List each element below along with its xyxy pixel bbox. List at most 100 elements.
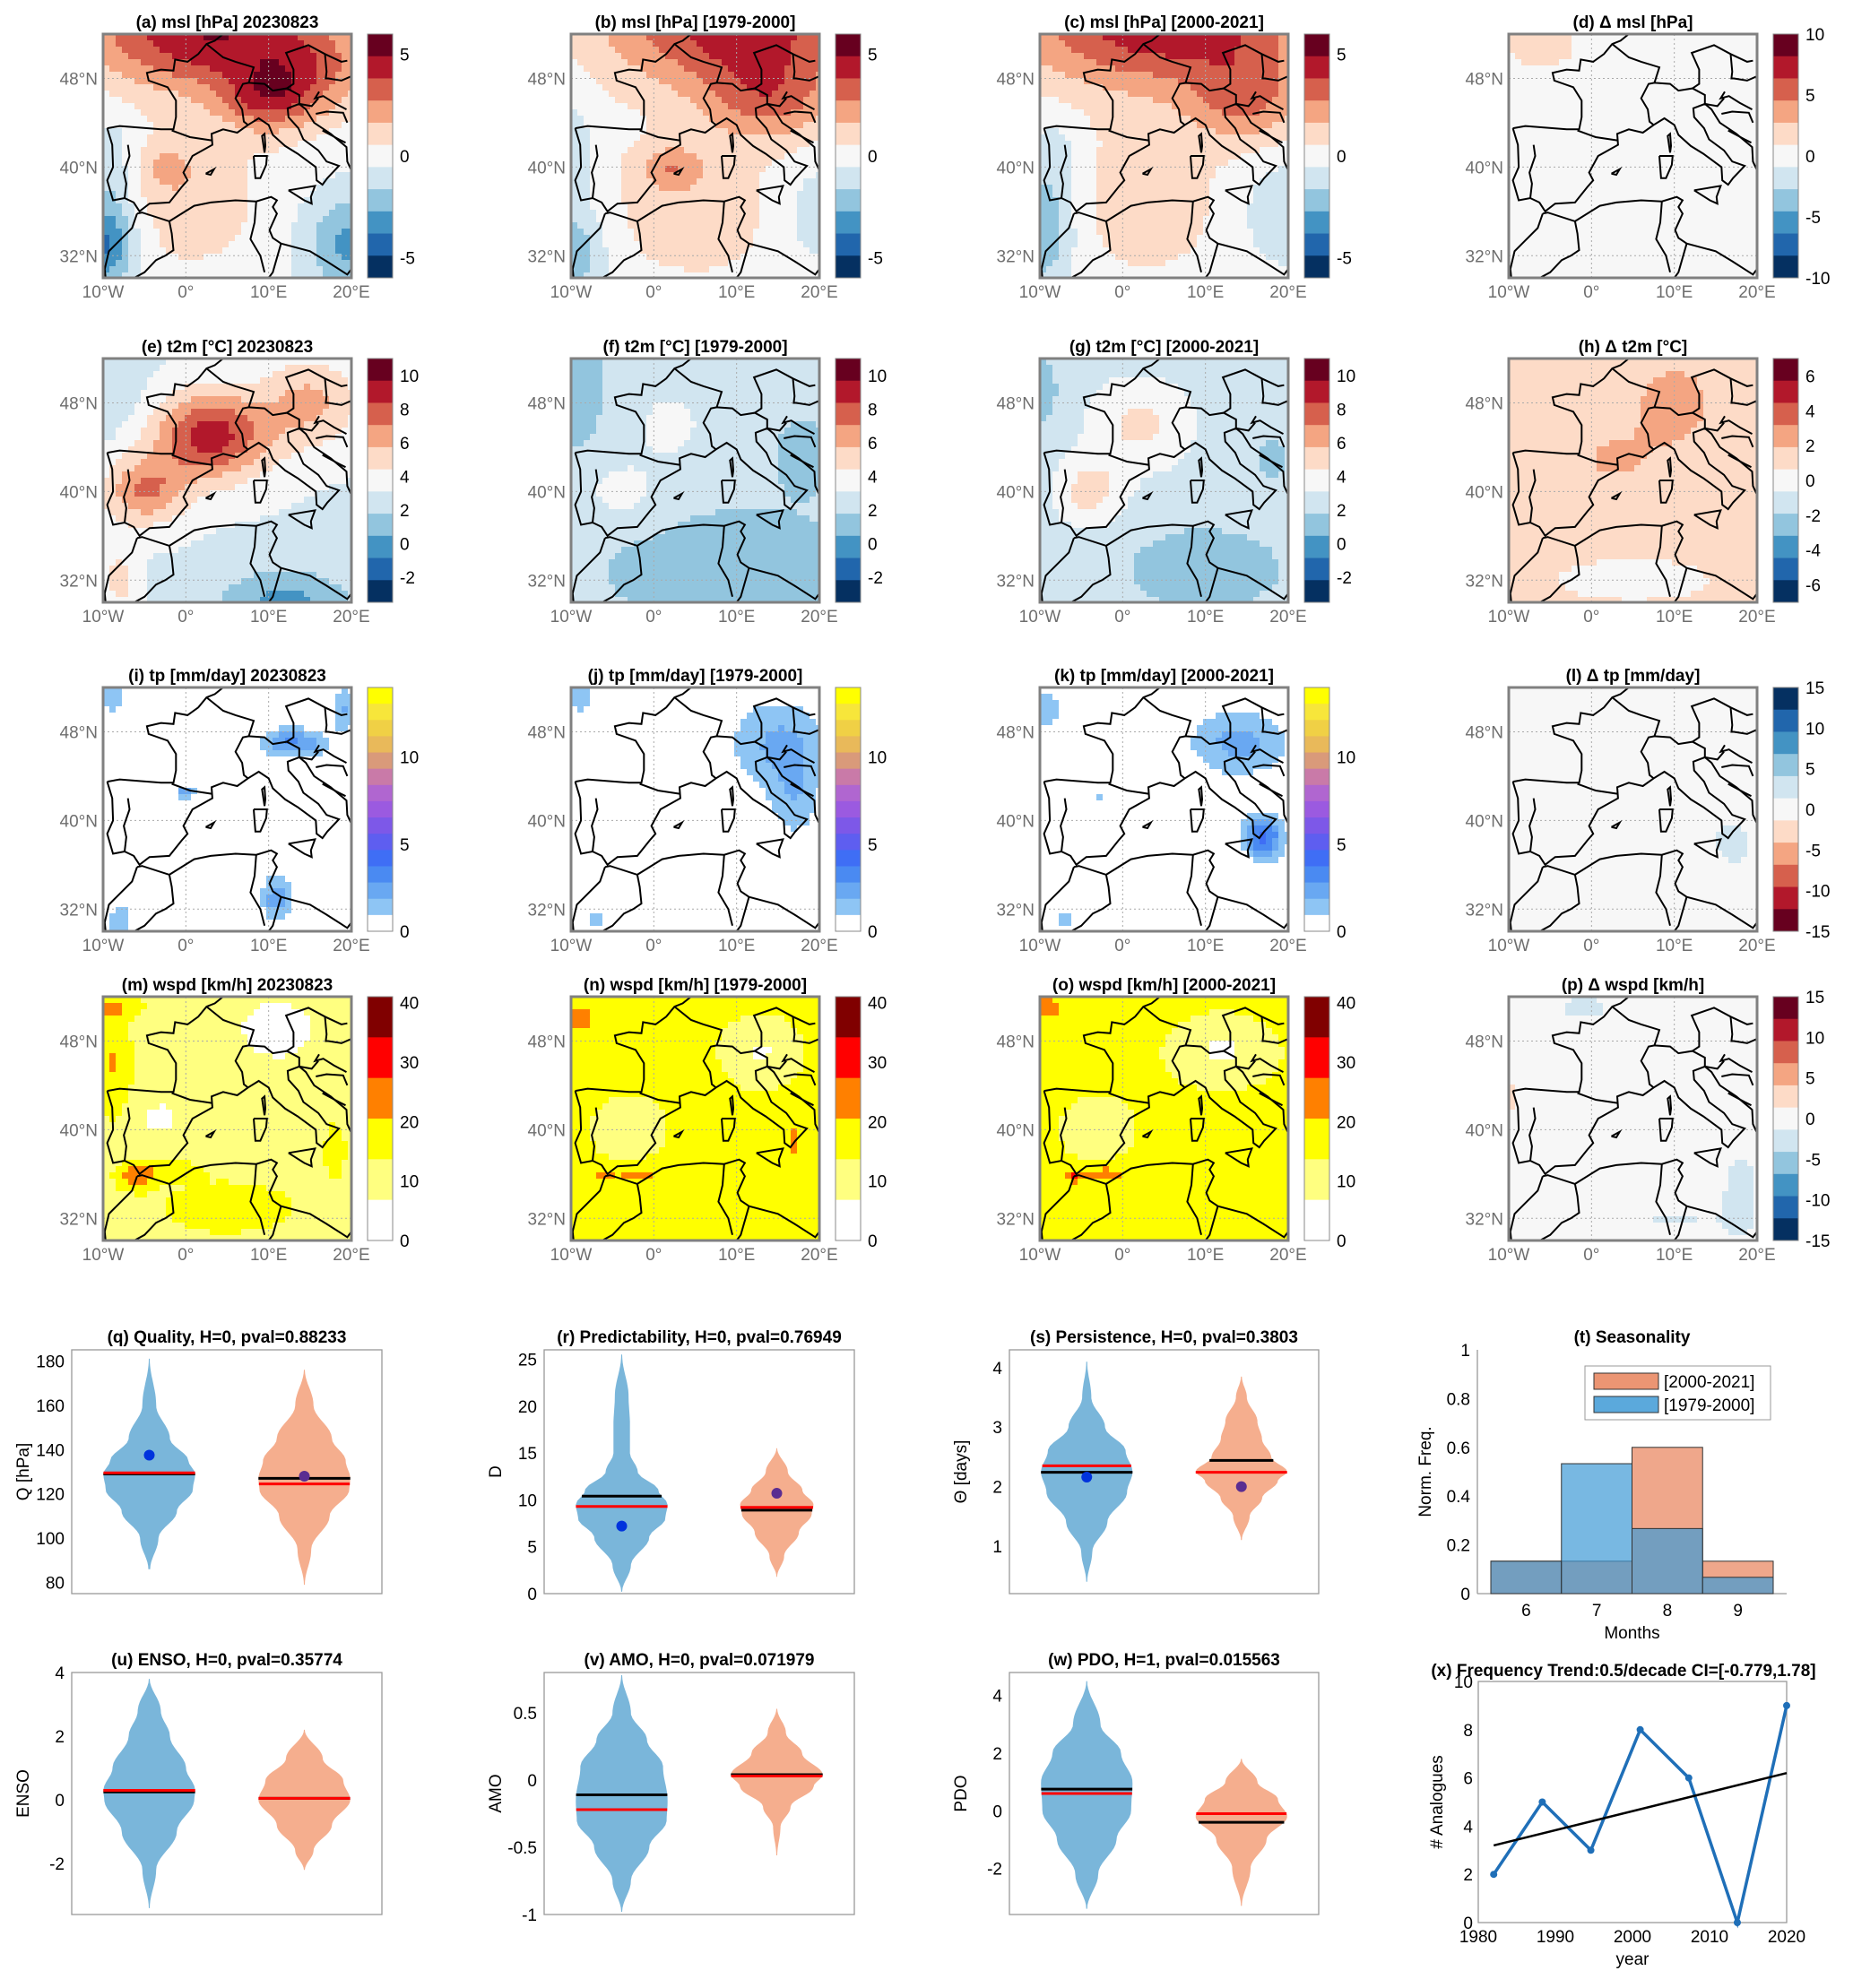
field-cell [1710, 40, 1717, 48]
field-cell [1241, 222, 1248, 229]
field-cell [778, 241, 785, 248]
field-cell [160, 153, 167, 160]
field-cell [584, 216, 591, 223]
field-cell [816, 172, 819, 179]
field-cell [273, 128, 280, 135]
field-cell [1115, 178, 1122, 186]
field-cell [260, 109, 267, 117]
field-cell [740, 53, 748, 60]
field-cell [1115, 34, 1122, 41]
field-cell [229, 266, 236, 273]
field-cell [166, 203, 173, 211]
field-cell [628, 266, 635, 273]
field-cell [803, 260, 810, 267]
field-cell [1216, 160, 1223, 167]
field-cell [134, 260, 142, 267]
field-cell [304, 178, 311, 186]
field-cell [1247, 47, 1254, 54]
field-cell [728, 178, 735, 186]
field-cell [1253, 103, 1260, 110]
field-cell [153, 191, 160, 198]
field-cell [1197, 172, 1204, 179]
field-cell [241, 172, 248, 179]
field-cell [753, 91, 760, 98]
field-cell [1140, 260, 1147, 267]
field-cell [222, 47, 229, 54]
field-cell [1178, 103, 1185, 110]
field-cell [759, 160, 766, 167]
field-cell [210, 247, 217, 255]
coastline [1108, 129, 1150, 142]
field-cell [229, 134, 236, 142]
field-cell [235, 122, 242, 129]
field-cell [1247, 97, 1254, 104]
field-cell [235, 247, 242, 255]
field-cell [1090, 191, 1097, 198]
field-cell [753, 203, 760, 211]
field-cell [734, 78, 741, 85]
field-cell [671, 229, 679, 236]
field-cell [590, 84, 597, 91]
field-cell [134, 241, 142, 248]
field-cell [684, 166, 691, 173]
field-cell [235, 166, 242, 173]
field-cell [1159, 47, 1166, 54]
field-cell [734, 197, 741, 204]
field-cell [1216, 266, 1223, 273]
field-cell [348, 34, 351, 41]
field-cell [1222, 266, 1229, 273]
field-cell [1059, 109, 1066, 117]
field-cell [109, 47, 117, 54]
field-cell [740, 241, 748, 248]
field-cell [1121, 172, 1129, 179]
field-cell [116, 147, 123, 154]
field-cell [615, 122, 622, 129]
field-cell [128, 34, 135, 41]
field-cell [134, 141, 142, 148]
field-cell [1260, 241, 1267, 248]
field-cell [1266, 97, 1273, 104]
field-cell [740, 128, 748, 135]
field-cell [1184, 53, 1191, 60]
field-cell [348, 153, 351, 160]
field-cell [241, 203, 248, 211]
field-cell [1197, 222, 1204, 229]
field-cell [216, 97, 223, 104]
field-cell [210, 128, 217, 135]
field-cell [640, 122, 647, 129]
field-cell [602, 97, 610, 104]
field-cell [1134, 97, 1141, 104]
field-cell [1153, 109, 1160, 117]
field-cell [1103, 116, 1110, 123]
field-cell [291, 65, 299, 73]
field-cell [803, 65, 810, 73]
field-cell [596, 78, 603, 85]
field-cell [784, 203, 792, 211]
field-cell [1691, 47, 1698, 54]
field-cell [602, 34, 610, 41]
field-cell [1052, 40, 1060, 48]
field-cell [778, 235, 785, 242]
field-cell [1109, 134, 1116, 142]
colorbar-band [368, 100, 393, 124]
field-cell [1234, 210, 1242, 217]
field-cell [304, 47, 311, 54]
field-cell [1597, 40, 1604, 48]
field-cell [160, 47, 167, 54]
field-cell [1140, 97, 1147, 104]
field-cell [103, 185, 110, 192]
field-cell [109, 241, 117, 248]
field-cell [134, 78, 142, 85]
field-cell [329, 266, 336, 273]
field-cell [103, 84, 110, 91]
field-cell [185, 260, 192, 267]
field-cell [1191, 34, 1198, 41]
lat-tick-label: 40°N [60, 159, 98, 177]
field-cell [247, 272, 255, 278]
field-cell [222, 103, 229, 110]
field-cell [1040, 84, 1047, 91]
field-cell [172, 91, 179, 98]
field-cell [1040, 116, 1047, 123]
field-cell [128, 266, 135, 273]
field-cell [816, 72, 819, 79]
